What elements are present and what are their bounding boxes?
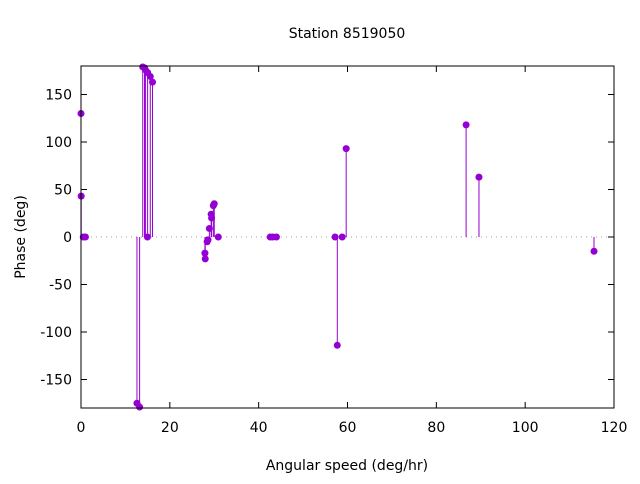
- data-point: [214, 233, 222, 241]
- y-tick-label: 0: [63, 230, 72, 246]
- y-tick-label: 50: [54, 183, 72, 199]
- x-tick-label: 0: [77, 420, 86, 436]
- data-point: [201, 249, 209, 257]
- data-point: [146, 72, 154, 80]
- data-point: [590, 247, 598, 255]
- y-axis-label: Phase (deg): [13, 195, 29, 279]
- x-tick-label: 120: [601, 420, 628, 436]
- data-point: [272, 233, 280, 241]
- x-tick-label: 100: [512, 420, 539, 436]
- x-tick-label: 40: [250, 420, 268, 436]
- data-point: [475, 173, 483, 181]
- chart-title: Station 8519050: [289, 26, 406, 42]
- data-point: [210, 200, 218, 208]
- data-point: [208, 214, 216, 222]
- y-tick-label: 150: [45, 88, 72, 104]
- data-point: [338, 233, 346, 241]
- y-tick-label: -100: [40, 325, 72, 341]
- data-point: [462, 121, 470, 129]
- plot-area: 0 20 40 60 80 100 120 -150 -100 -50 0 50 100 150: [40, 63, 627, 436]
- data-point: [333, 341, 341, 349]
- x-tick-label: 20: [161, 420, 179, 436]
- data-point: [143, 233, 151, 241]
- data-point: [149, 78, 157, 86]
- data-point: [205, 224, 213, 232]
- y-tick-label: -50: [49, 278, 72, 294]
- data-point: [342, 145, 350, 153]
- data-point: [204, 236, 212, 244]
- data-point: [81, 233, 89, 241]
- x-tick-label: 60: [339, 420, 357, 436]
- data-point: [136, 403, 144, 411]
- y-tick-label: 100: [45, 135, 72, 151]
- x-tick-label: 80: [427, 420, 445, 436]
- plot-border: [80, 65, 615, 409]
- y-tick-label: -150: [40, 373, 72, 389]
- x-axis-label: Angular speed (deg/hr): [266, 458, 428, 474]
- data-point: [201, 255, 209, 263]
- data-point: [331, 233, 339, 241]
